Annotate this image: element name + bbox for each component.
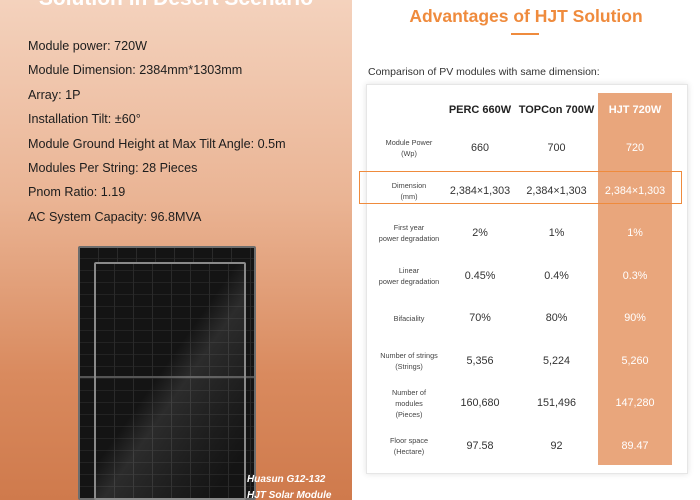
cell-perc: 0.45% xyxy=(464,269,496,282)
comparison-subtitle: Comparison of PV modules with same dimen… xyxy=(368,66,600,78)
cell-topcon: 700 xyxy=(547,142,566,155)
header-hjt: HJT 720W xyxy=(608,104,662,116)
hjt-column-highlight xyxy=(598,93,672,465)
table-header-row: PERC 660W TOPCon 700W HJT 720W xyxy=(373,93,672,127)
cell-perc: 660 xyxy=(470,142,489,155)
row-label: Bifaciality xyxy=(393,313,425,323)
cell-hjt: 147,280 xyxy=(615,397,655,410)
cell-topcon: 2,384×1,303 xyxy=(526,184,587,197)
table-row: Dimension (mm) 2,384×1,303 2,384×1,303 2… xyxy=(373,170,672,213)
row-label: Dimension (mm) xyxy=(391,180,427,201)
header-empty xyxy=(373,93,445,127)
header-topcon: TOPCon 700W xyxy=(518,104,595,116)
dimension-row-highlight xyxy=(359,171,682,204)
row-label: Number of modules (Pieces) xyxy=(391,387,427,419)
header-perc: PERC 660W xyxy=(448,104,512,116)
module-caption: Huasun G12-132 HJT Solar Module xyxy=(247,472,352,500)
spec-module-dimension: Module Dimension: 2384mm*1303mm xyxy=(28,63,243,78)
cell-perc: 97.58 xyxy=(466,439,494,452)
cell-topcon: 0.4% xyxy=(544,269,569,282)
table-row: Module Power (Wp) 660 700 720 xyxy=(373,127,672,170)
spec-module-power: Module power: 720W xyxy=(28,39,148,53)
cell-hjt: 89.47 xyxy=(621,439,649,452)
table-row: Bifaciality 70% 80% 90% xyxy=(373,297,672,340)
cell-perc: 70% xyxy=(469,312,491,325)
title-underline xyxy=(511,33,539,35)
comparison-table: PERC 660W TOPCon 700W HJT 720W Module Po… xyxy=(373,93,672,467)
row-label: First year power degradation xyxy=(378,223,440,244)
cell-hjt: 0.3% xyxy=(622,269,648,282)
cell-perc: 5,356 xyxy=(466,354,494,367)
row-label: Linear power degradation xyxy=(378,265,440,286)
spec-array: Array: 1P xyxy=(28,87,81,102)
row-label: Module Power (Wp) xyxy=(385,138,433,159)
cell-topcon: 80% xyxy=(545,312,568,325)
cell-hjt: 5,260 xyxy=(621,354,649,367)
left-panel: Solution in Desert Scenario Module power… xyxy=(0,0,352,500)
table-row: Number of strings (Strings) 5,356 5,224 … xyxy=(373,340,672,383)
cell-perc: 2,384×1,303 xyxy=(449,184,511,197)
cell-topcon: 5,224 xyxy=(542,354,571,367)
row-label: Floor space (Hectare) xyxy=(389,435,429,456)
cell-hjt: 1% xyxy=(627,227,643,240)
cell-topcon: 151,496 xyxy=(536,397,577,410)
cell-hjt: 2,384×1,303 xyxy=(604,184,666,197)
module-caption-type: HJT Solar Module xyxy=(247,490,332,500)
table-row: Linear power degradation 0.45% 0.4% 0.3% xyxy=(373,255,672,298)
spec-ground-height: Module Ground Height at Max Tilt Angle: … xyxy=(28,136,286,151)
table-row: Number of modules (Pieces) 160,680 151,4… xyxy=(373,382,672,425)
left-heading: Solution in Desert Scenario xyxy=(0,0,352,11)
spec-ac-capacity: AC System Capacity: 96.8MVA xyxy=(28,209,202,224)
cell-topcon: 92 xyxy=(550,439,563,452)
row-label: Number of strings (Strings) xyxy=(380,350,438,371)
cell-perc: 160,680 xyxy=(460,397,500,410)
table-row: Floor space (Hectare) 97.58 92 89.47 xyxy=(373,425,672,468)
cell-hjt: 90% xyxy=(624,312,646,325)
section-title: Advantages of HJT Solution xyxy=(409,6,643,26)
cell-perc: 2% xyxy=(472,227,488,240)
spec-list: Module power: 720W Module Dimension: 238… xyxy=(28,38,286,233)
table-row: First year power degradation 2% 1% 1% xyxy=(373,212,672,255)
spec-modules-per-string: Modules Per String: 28 Pieces xyxy=(28,160,198,175)
solar-module-front-image xyxy=(94,262,246,500)
module-caption-model: Huasun G12-132 xyxy=(247,474,326,485)
cell-topcon: 1% xyxy=(548,227,565,240)
cell-hjt: 720 xyxy=(625,142,644,155)
spec-installation-tilt: Installation Tilt: ±60° xyxy=(28,112,141,127)
spec-pnom-ratio: Pnom Ratio: 1.19 xyxy=(28,185,126,200)
